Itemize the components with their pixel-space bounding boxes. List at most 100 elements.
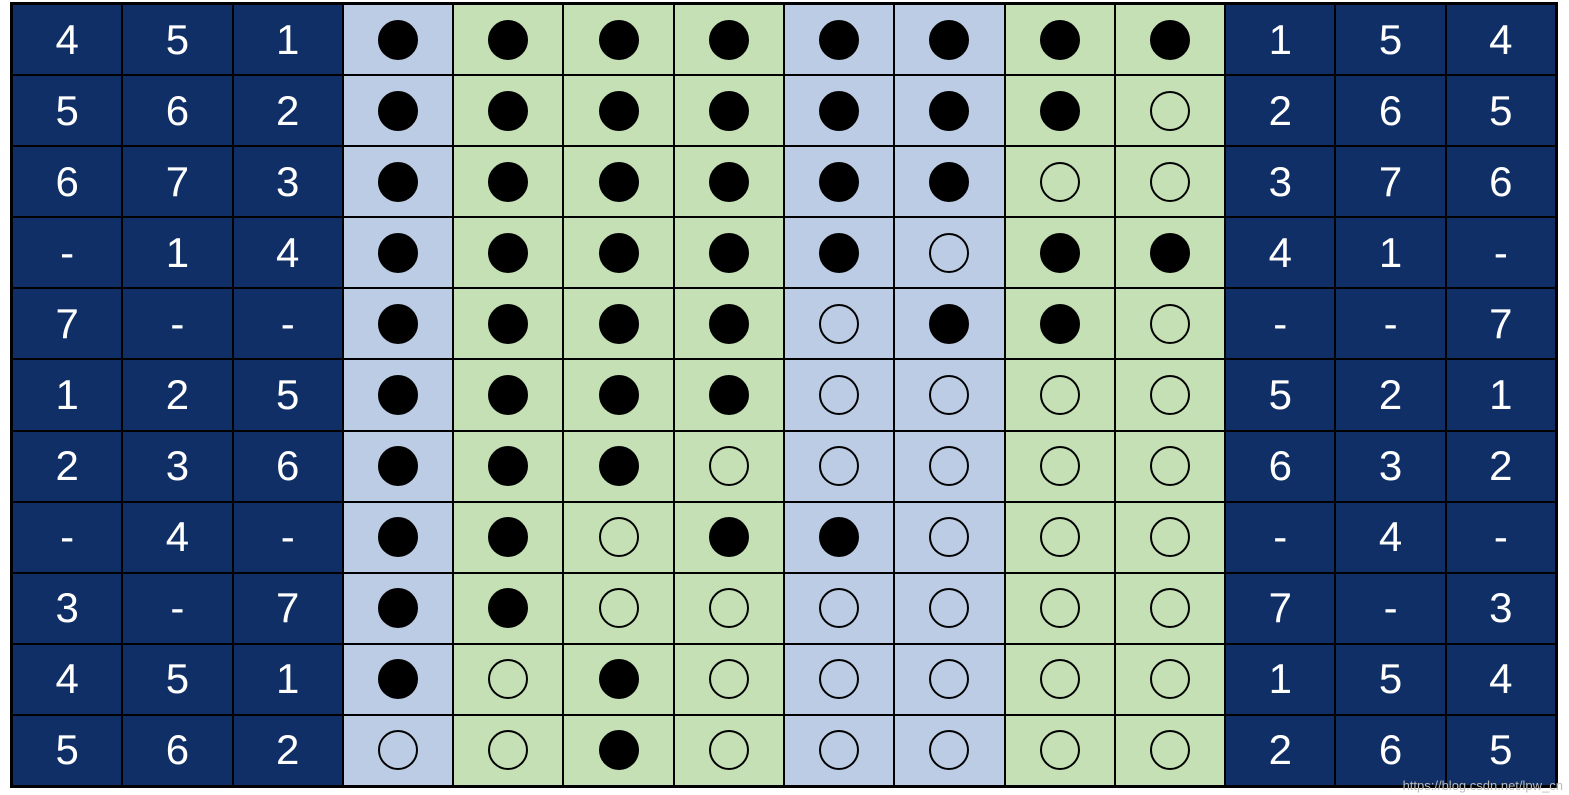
filled-dot-icon — [378, 446, 418, 486]
dot-cell — [674, 715, 784, 786]
open-dot-icon — [1150, 375, 1190, 415]
filled-dot-icon — [378, 375, 418, 415]
right-number-cell: 4 — [1335, 502, 1445, 573]
dot-cell — [894, 502, 1004, 573]
dot-cell — [894, 431, 1004, 502]
dot-cell — [563, 146, 673, 217]
filled-dot-icon — [599, 659, 639, 699]
dot-cell — [453, 359, 563, 430]
open-dot-icon — [819, 659, 859, 699]
dot-cell — [343, 4, 453, 75]
filled-dot-icon — [599, 162, 639, 202]
filled-dot-icon — [1150, 233, 1190, 273]
dot-cell — [1115, 146, 1225, 217]
dot-cell — [343, 217, 453, 288]
filled-dot-icon — [378, 91, 418, 131]
dot-cell — [343, 644, 453, 715]
dot-cell — [674, 288, 784, 359]
open-dot-icon — [1150, 446, 1190, 486]
left-number-cell: 6 — [233, 431, 343, 502]
filled-dot-icon — [488, 233, 528, 273]
dot-cell — [453, 217, 563, 288]
left-number-cell: 5 — [122, 4, 232, 75]
right-number-cell: - — [1335, 573, 1445, 644]
open-dot-icon — [1150, 659, 1190, 699]
left-number-cell: 6 — [12, 146, 122, 217]
right-number-cell: 2 — [1335, 359, 1445, 430]
right-number-cell: 5 — [1335, 4, 1445, 75]
filled-dot-icon — [488, 20, 528, 60]
right-number-cell: - — [1335, 288, 1445, 359]
dot-cell — [453, 146, 563, 217]
open-dot-icon — [1040, 659, 1080, 699]
open-dot-icon — [1040, 375, 1080, 415]
right-number-cell: 2 — [1225, 75, 1335, 146]
left-number-cell: 2 — [233, 715, 343, 786]
filled-dot-icon — [599, 304, 639, 344]
filled-dot-icon — [488, 588, 528, 628]
dot-cell — [1005, 288, 1115, 359]
right-number-cell: 5 — [1335, 644, 1445, 715]
dot-cell — [1115, 573, 1225, 644]
dot-cell — [343, 75, 453, 146]
filled-dot-icon — [929, 162, 969, 202]
filled-dot-icon — [378, 588, 418, 628]
dot-cell — [674, 431, 784, 502]
left-number-cell: - — [122, 288, 232, 359]
dot-cell — [784, 431, 894, 502]
dot-cell — [453, 288, 563, 359]
open-dot-icon — [929, 659, 969, 699]
dot-cell — [784, 217, 894, 288]
left-number-cell: 5 — [12, 715, 122, 786]
filled-dot-icon — [599, 446, 639, 486]
left-number-cell: 2 — [233, 75, 343, 146]
dot-cell — [1115, 502, 1225, 573]
left-number-cell: 3 — [233, 146, 343, 217]
left-number-cell: - — [122, 573, 232, 644]
right-number-cell: 3 — [1335, 431, 1445, 502]
dot-cell — [1005, 75, 1115, 146]
dot-cell — [674, 359, 784, 430]
left-number-cell: 6 — [122, 715, 232, 786]
left-number-cell: 5 — [12, 75, 122, 146]
filled-dot-icon — [709, 233, 749, 273]
open-dot-icon — [819, 304, 859, 344]
left-number-cell: 7 — [233, 573, 343, 644]
open-dot-icon — [1040, 588, 1080, 628]
dot-cell — [563, 431, 673, 502]
open-dot-icon — [378, 730, 418, 770]
filled-dot-icon — [378, 304, 418, 344]
open-dot-icon — [709, 588, 749, 628]
right-number-cell: - — [1446, 217, 1556, 288]
left-number-cell: 1 — [233, 4, 343, 75]
dot-cell — [674, 146, 784, 217]
dot-cell — [1005, 431, 1115, 502]
left-number-cell: 6 — [122, 75, 232, 146]
open-dot-icon — [819, 375, 859, 415]
right-number-cell: - — [1446, 502, 1556, 573]
open-dot-icon — [929, 588, 969, 628]
filled-dot-icon — [488, 162, 528, 202]
dot-cell — [674, 502, 784, 573]
open-dot-icon — [1150, 304, 1190, 344]
open-dot-icon — [488, 659, 528, 699]
dot-cell — [563, 288, 673, 359]
dot-cell — [563, 75, 673, 146]
filled-dot-icon — [709, 91, 749, 131]
dot-cell — [343, 573, 453, 644]
open-dot-icon — [599, 517, 639, 557]
open-dot-icon — [1150, 730, 1190, 770]
dot-cell — [1005, 644, 1115, 715]
dot-cell — [784, 288, 894, 359]
dot-cell — [453, 715, 563, 786]
left-number-cell: - — [12, 502, 122, 573]
right-number-cell: 4 — [1446, 644, 1556, 715]
open-dot-icon — [1150, 517, 1190, 557]
left-number-cell: 4 — [12, 644, 122, 715]
right-number-cell: 5 — [1446, 715, 1556, 786]
right-number-cell: 1 — [1225, 4, 1335, 75]
filled-dot-icon — [378, 517, 418, 557]
dot-cell — [894, 146, 1004, 217]
open-dot-icon — [709, 446, 749, 486]
dot-cell — [894, 715, 1004, 786]
